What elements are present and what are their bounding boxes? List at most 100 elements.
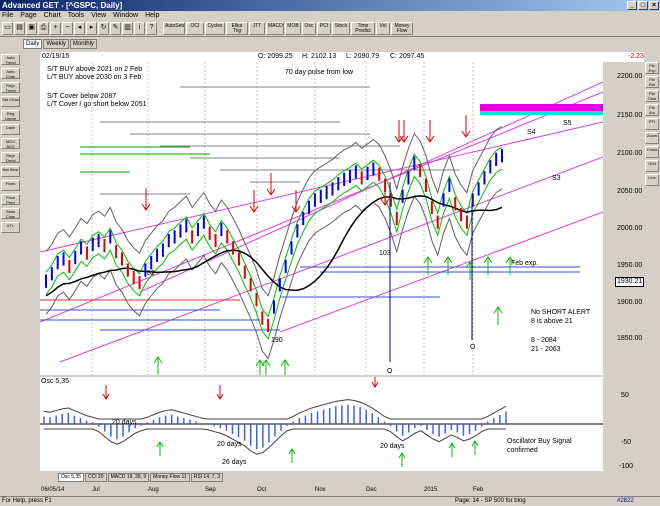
tool-cross[interactable]: Cross [645,146,659,158]
menu-page[interactable]: Page [20,12,37,19]
tool-fib-time[interactable]: Fib Time [645,90,659,102]
tool-mov-avg[interactable]: MOV AVG [1,138,20,149]
tab-macd[interactable]: MACD 19, 39, 9 [107,473,150,482]
tool-bull-bear[interactable]: Bull Bear [1,166,20,177]
tab-cci[interactable]: CCI 20 [85,473,107,482]
toolbar-macd-button[interactable]: MACD [266,22,284,35]
toolbar-timepredict-button[interactable]: Time Predict [351,22,375,35]
price-chart[interactable]: S/T BUY above 2021 on 2 Feb L/T BUY abov… [39,62,605,378]
toolbar-elliot-button[interactable]: Elliot Trig [226,22,248,35]
sell-arrow-head [266,188,276,196]
new-chart-icon[interactable]: ▭ [2,22,13,35]
save-icon[interactable]: ▣ [26,22,37,35]
print-icon[interactable]: ⎙ [38,22,49,35]
osc-upper-envelope [43,399,507,420]
tool-fib-exp[interactable]: Fib Exp [645,62,659,74]
buy-arrow-head [255,359,265,367]
price-chart-canvas [39,62,605,378]
tool-std-chan[interactable]: Std Chan [1,96,20,107]
osc-label: Osc 5,35 [41,378,70,385]
menu-tools[interactable]: Tools [67,12,85,19]
menu-help[interactable]: Help [145,12,160,19]
tool-dash[interactable]: Dash [1,124,20,135]
label-ma21: 21 - 2063 [531,346,561,353]
tool-line[interactable]: Line [645,174,659,186]
chart-icon[interactable]: ▥ [122,22,133,35]
date-tick: Feb [473,487,484,493]
toolbar-cycles-button[interactable]: Cycles [205,22,225,35]
tool-auto-trend[interactable]: Auto Trend [1,54,20,65]
tool-zoom[interactable]: Zoom [645,132,659,144]
menu-chart[interactable]: Chart [43,12,61,19]
close-button[interactable]: × [649,1,659,10]
tool-auto-chan[interactable]: Auto Chan [1,68,20,79]
open-icon[interactable]: ▤ [14,22,25,35]
toolbar-jtt-button[interactable]: JTT [249,22,265,35]
refresh-icon[interactable]: ↻ [98,22,109,35]
toolbar-vol-button[interactable]: Vol [376,22,390,35]
forward-icon[interactable]: ▸ [86,22,97,35]
tab-weekly[interactable]: Weekly [43,39,69,49]
menu-file[interactable]: File [2,12,14,19]
osc-days-2: 20 days [217,441,242,448]
help-icon[interactable]: ? [146,22,157,35]
toolbar-osc-button[interactable]: Osc [302,22,316,35]
ma-fast [45,146,503,318]
osc-sell-arrow-head [216,393,224,400]
toolbar-moneyflow-button[interactable]: Money Flow [391,22,413,35]
osc-days-1: 20 days [112,419,137,426]
back-icon[interactable]: ◂ [74,22,85,35]
trend-line [39,91,604,323]
title-bar: Advanced GET - [^GSPC, Daily] _ □ × [0,0,660,11]
toolbar-mob-button[interactable]: MOB [285,22,301,35]
label-s4: S4 [527,129,536,136]
osc-buy-arrow-head [288,448,296,455]
tab-daily[interactable]: Daily [23,39,43,49]
tool-xtl[interactable]: XTL [1,222,20,233]
menu-window[interactable]: Window [113,12,139,19]
quote-bar: 02/19/15 O: 2099.25 H: 2102.13 L: 2090.7… [40,52,644,62]
tool-regr-trend[interactable]: Regr Trend [1,82,20,93]
zoom-in-icon[interactable]: + [50,22,61,35]
tool-pti[interactable]: PTI [645,118,659,130]
sell-arrow-head [380,198,390,206]
label-low-82: 82 [147,270,155,277]
tab-monthly[interactable]: Monthly [69,39,97,49]
label-o1: O [387,368,393,375]
zoom-out-icon[interactable]: − [62,22,73,35]
info-icon[interactable]: i [134,22,145,35]
status-help: For Help, press F1 [2,498,52,504]
tab-osc[interactable]: Osc 5,35 [58,473,85,482]
tool-fib-arc[interactable]: Fib Arc [645,104,659,116]
tool-sess-chan[interactable]: Sess Chan [1,208,20,219]
quote-open: O: 2099.25 [258,53,293,60]
tool-regr-trend[interactable]: Regr Trend [1,152,20,163]
toolbar-autosetup-button[interactable]: AutoSetup [163,22,185,35]
tool-grid[interactable]: Grid [645,160,659,172]
sell-arrow-head [425,135,435,143]
quote-change: -2.23 [628,53,644,60]
tab-rsi[interactable]: RSI 14, 7, 3 [190,473,224,482]
label-low-103: 103 [379,250,391,257]
osc-buy-arrow-head [471,440,479,447]
tool-fib-ret[interactable]: Fib Ret [645,76,659,88]
toolbar-stock-button[interactable]: Stock [332,22,350,35]
tab-money-flow[interactable]: Money Flow 11 [150,473,190,482]
tool-price-pred[interactable]: Price Pred [1,194,20,205]
status-page: Page: 14 - SP 500 for blog [455,498,526,504]
annotation-st-cover: S/T Cover below 2087 [47,93,117,100]
minimize-button[interactable]: _ [627,1,637,10]
tool-reg-linear[interactable]: Reg Linear [1,110,20,121]
label-s5: S5 [563,120,572,127]
toolbar-oci-button[interactable]: OCI [186,22,204,35]
toolbar-pci-button[interactable]: PCI [317,22,331,35]
tool-fixed[interactable]: Fixed [1,180,20,191]
menu-view[interactable]: View [91,12,107,19]
window-title: Advanced GET - [^GSPC, Daily] [2,1,123,10]
osc-buy-signal-confirmed: confirmed [507,447,538,454]
maximize-button[interactable]: □ [638,1,648,10]
annotation-lt-buy: L/T BUY above 2030 on 3 Feb [47,74,142,81]
oscillator-chart[interactable]: Osc 5,35 20 days 20 days 26 days 20 days… [40,373,603,471]
buy-arrow-head [443,256,453,264]
draw-icon[interactable]: ✎ [110,22,121,35]
